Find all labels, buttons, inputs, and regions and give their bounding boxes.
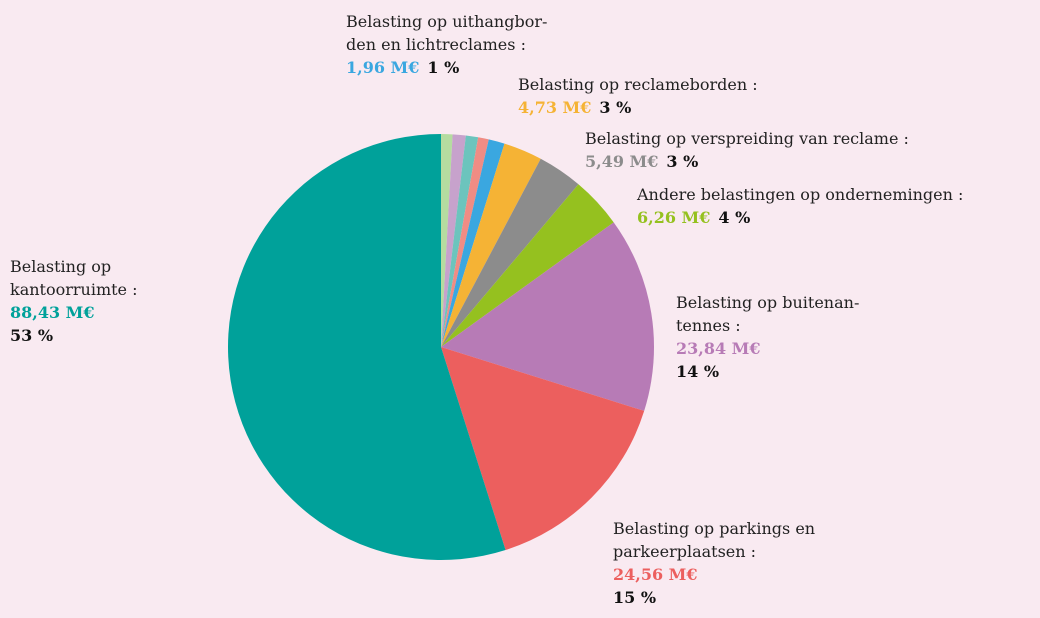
value-label: 5,49 M€ [585,152,659,171]
category-label: Andere belastingen op ondernemingen : [637,185,964,204]
value-label: 23,84 M€ [676,339,761,358]
pie-slice [441,143,541,347]
percent-label: 14 % [676,362,720,381]
category-label: Belasting op parkings en parkeerplaatsen… [613,519,816,561]
value-row: 23,84 M€ [676,337,859,360]
category-label: Belasting op verspreiding van reclame : [585,129,909,148]
value-label: 1,96 M€ [346,58,420,77]
value-row: 6,26 M€ 4 % [637,206,963,229]
pie-slice [441,184,614,347]
value-label: 4,73 M€ [518,98,592,117]
percent-row: 14 % [676,360,859,383]
slice-label: Belasting op reclameborden : 4,73 M€ 3 % [518,73,758,119]
percent-row: 15 % [613,586,815,609]
pie-slice [441,347,645,550]
percent-label: 15 % [613,588,657,607]
category-label: Belasting op reclameborden : [518,75,758,94]
slice-label: Belasting op uithangbor- den en lichtrec… [346,10,547,79]
percent-label: 53 % [10,326,54,345]
percent-label: 1 % [427,58,460,77]
pie-slice [441,134,466,347]
value-row: 1,96 M€ 1 % [346,56,547,79]
value-row: 5,49 M€ 3 % [585,150,909,173]
percent-row: 53 % [10,324,138,347]
percent-label: 3 % [599,98,632,117]
slice-label: Belasting op buitenan- tennes : 23,84 M€ 1… [676,291,859,383]
category-label: Belasting op uithangbor- den en lichtrec… [346,12,548,54]
pie-slice [441,139,505,347]
pie-slice [441,158,579,347]
value-row: 88,43 M€ [10,301,138,324]
value-label: 6,26 M€ [637,208,711,227]
percent-label: 3 % [666,152,699,171]
category-label: Belasting op buitenan- tennes : [676,293,860,335]
value-row: 24,56 M€ [613,563,815,586]
percent-label: 4 % [718,208,751,227]
value-label: 88,43 M€ [10,303,95,322]
pie-slice [441,135,479,347]
value-label: 24,56 M€ [613,565,698,584]
pie-slice [228,134,506,560]
value-row: 4,73 M€ 3 % [518,96,758,119]
slice-label: Belasting op parkings en parkeerplaatsen… [613,517,815,609]
slice-label: Belasting op kantoorruimte : 88,43 M€ 53 % [10,255,138,347]
pie-slice [441,222,654,411]
category-label: Belasting op kantoorruimte : [10,257,138,299]
pie-slice [441,134,453,347]
slice-label: Andere belastingen op ondernemingen : 6,2… [637,183,963,229]
slice-label: Belasting op verspreiding van reclame : 5… [585,127,909,173]
pie-slice [441,137,489,347]
